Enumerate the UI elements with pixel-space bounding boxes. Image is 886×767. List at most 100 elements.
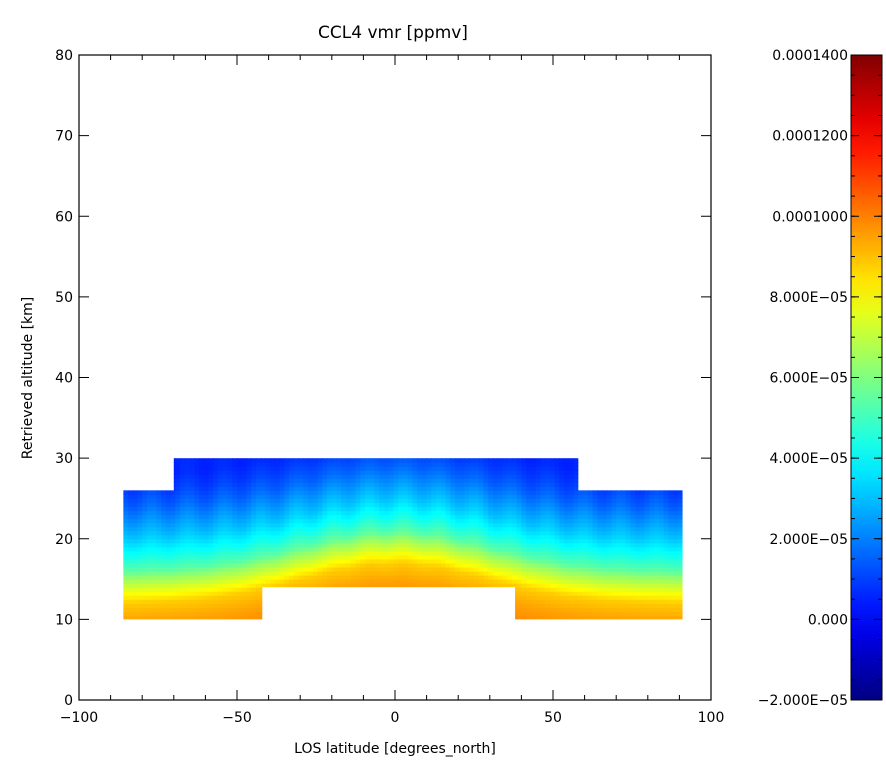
heatmap-cell bbox=[331, 490, 338, 496]
heatmap-cell bbox=[246, 502, 252, 508]
heatmap-cell bbox=[156, 554, 162, 560]
heatmap-cell bbox=[564, 514, 570, 520]
heatmap-cell bbox=[616, 458, 622, 463]
heatmap-cell bbox=[165, 558, 172, 564]
heatmap-cell bbox=[516, 566, 522, 572]
heatmap-cell bbox=[583, 466, 589, 471]
heatmap-cell bbox=[317, 562, 323, 568]
heatmap-cell bbox=[630, 546, 636, 552]
heatmap-cell bbox=[369, 550, 376, 556]
heatmap-cell bbox=[516, 502, 522, 508]
heatmap-cell bbox=[251, 502, 257, 508]
heatmap-cell bbox=[421, 571, 428, 576]
heatmap-cell bbox=[521, 462, 527, 467]
heatmap-cell bbox=[393, 530, 399, 536]
heatmap-cell bbox=[535, 571, 541, 576]
heatmap-cell bbox=[274, 615, 281, 620]
heatmap-cell bbox=[459, 579, 466, 584]
heatmap-cell bbox=[606, 607, 613, 612]
heatmap-cell bbox=[587, 571, 594, 576]
heatmap-cell bbox=[194, 538, 200, 544]
heatmap-cell bbox=[142, 554, 148, 560]
heatmap-cell bbox=[251, 482, 257, 487]
heatmap-cell bbox=[364, 591, 371, 596]
heatmap-cell bbox=[175, 575, 181, 580]
heatmap-cell bbox=[137, 510, 143, 516]
x-axis-label: LOS latitude [degrees_north] bbox=[294, 741, 496, 757]
heatmap-cell bbox=[137, 478, 143, 483]
heatmap-cell bbox=[374, 510, 380, 516]
heatmap-cell bbox=[559, 583, 565, 588]
heatmap-cell bbox=[564, 470, 570, 475]
heatmap-cell bbox=[369, 542, 376, 548]
heatmap-cell bbox=[488, 506, 494, 512]
heatmap-cell bbox=[194, 510, 200, 516]
heatmap-cell bbox=[654, 502, 660, 508]
heatmap-cell bbox=[274, 486, 281, 491]
heatmap-cell bbox=[488, 591, 494, 596]
heatmap-cell bbox=[151, 587, 158, 592]
heatmap-cell bbox=[654, 486, 660, 491]
heatmap-cell bbox=[265, 571, 271, 576]
heatmap-cell bbox=[407, 562, 413, 568]
heatmap-cell bbox=[303, 490, 309, 496]
heatmap-cell bbox=[507, 482, 513, 487]
heatmap-cell bbox=[364, 566, 371, 572]
heatmap-cell bbox=[497, 562, 504, 568]
heatmap-cell bbox=[180, 615, 186, 620]
heatmap-cell bbox=[402, 470, 409, 475]
heatmap-cell bbox=[322, 490, 328, 496]
heatmap-cell bbox=[284, 579, 290, 584]
heatmap-cell bbox=[308, 595, 314, 600]
heatmap-cell bbox=[417, 579, 423, 584]
heatmap-cell bbox=[620, 562, 627, 568]
heatmap-cell bbox=[450, 526, 456, 532]
heatmap-cell bbox=[146, 482, 153, 487]
heatmap-cell bbox=[658, 566, 665, 572]
heatmap-cell bbox=[573, 595, 579, 600]
heatmap-cell bbox=[526, 558, 532, 564]
heatmap-cell bbox=[649, 575, 655, 580]
heatmap-cell bbox=[601, 538, 608, 544]
heatmap-cell bbox=[298, 534, 304, 540]
heatmap-cell bbox=[251, 595, 257, 600]
heatmap-cell bbox=[255, 510, 262, 516]
heatmap-cell bbox=[175, 486, 181, 491]
heatmap-cell bbox=[455, 550, 461, 556]
heatmap-cell bbox=[137, 502, 143, 508]
heatmap-cell bbox=[417, 538, 423, 544]
heatmap-cell bbox=[436, 518, 442, 524]
heatmap-cell bbox=[616, 478, 622, 483]
heatmap-cell bbox=[431, 595, 437, 600]
heatmap-cell bbox=[502, 510, 508, 516]
heatmap-cell bbox=[658, 571, 665, 576]
heatmap-cell bbox=[388, 611, 395, 616]
heatmap-cell bbox=[654, 591, 660, 596]
heatmap-cell bbox=[431, 466, 437, 471]
heatmap-cell bbox=[644, 514, 650, 520]
heatmap-cell bbox=[654, 595, 660, 600]
heatmap-cell bbox=[564, 579, 570, 584]
heatmap-cell bbox=[516, 575, 522, 580]
heatmap-cell bbox=[502, 478, 508, 483]
heatmap-cell bbox=[469, 599, 475, 604]
heatmap-cell bbox=[175, 546, 181, 552]
heatmap-cell bbox=[412, 546, 418, 552]
heatmap-cell bbox=[507, 575, 513, 580]
heatmap-cell bbox=[298, 490, 304, 496]
heatmap-cell bbox=[497, 591, 504, 596]
heatmap-cell bbox=[616, 518, 622, 524]
heatmap-cell bbox=[322, 615, 328, 620]
heatmap-cell bbox=[426, 611, 432, 616]
heatmap-cell bbox=[583, 591, 589, 596]
heatmap-cell bbox=[616, 575, 622, 580]
heatmap-cell bbox=[483, 522, 489, 528]
heatmap-cell bbox=[213, 595, 219, 600]
heatmap-cell bbox=[393, 566, 399, 572]
heatmap-cell bbox=[388, 615, 395, 620]
heatmap-cell bbox=[355, 482, 361, 487]
heatmap-cell bbox=[478, 562, 485, 568]
heatmap-cell bbox=[374, 562, 380, 568]
heatmap-cell bbox=[521, 530, 527, 536]
heatmap-cell bbox=[492, 554, 499, 560]
